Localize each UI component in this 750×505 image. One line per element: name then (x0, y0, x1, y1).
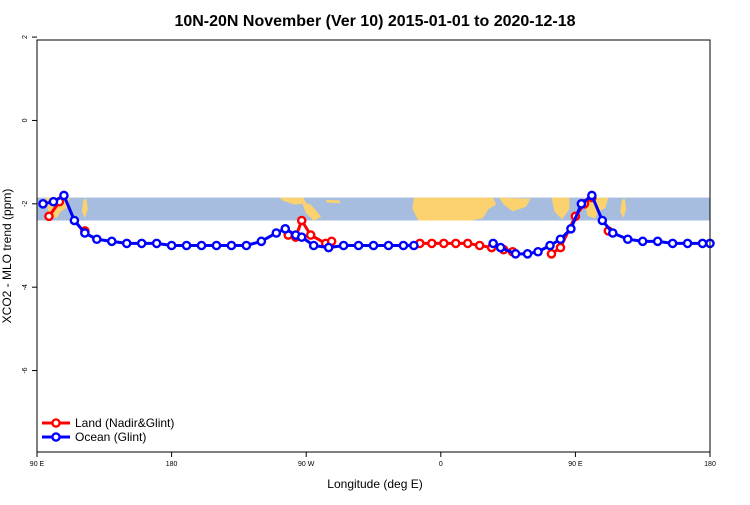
land-caribbean (325, 199, 341, 204)
ocean-point (211, 240, 222, 251)
ocean-point (106, 236, 117, 247)
ocean-point (607, 228, 618, 238)
ocean-point (59, 190, 69, 201)
legend: Land (Nadir&Glint)Ocean (Glint) (42, 416, 174, 444)
ocean-point (256, 236, 267, 247)
x-axis-label: Longitude (deg E) (327, 477, 422, 491)
ocean-point (166, 240, 177, 251)
ocean-point (136, 238, 147, 249)
ocean-point (151, 238, 162, 249)
ocean-point (368, 240, 379, 251)
land-central-america (301, 202, 322, 221)
ocean-point (597, 215, 608, 226)
ocean-point (48, 196, 59, 207)
ocean-point (587, 190, 597, 201)
x-tick-label: 90 E (568, 461, 583, 468)
ocean-point (545, 240, 555, 251)
ocean-point (697, 238, 708, 249)
ocean-point (409, 240, 419, 251)
ocean-series (38, 190, 715, 259)
x-tick-label: 90 W (298, 461, 315, 468)
chart-title: 10N-20N November (Ver 10) 2015-01-01 to … (174, 13, 575, 30)
series-layer (38, 190, 715, 259)
y-tick-label: 0 (22, 118, 29, 122)
land-point (462, 238, 473, 249)
land-india (551, 197, 570, 220)
ocean-point (196, 240, 207, 251)
ocean-point (667, 238, 678, 249)
y-axis: 2 0 -2 -4 -6 (22, 35, 37, 374)
ocean-point (555, 234, 566, 245)
legend-marker-ocean (51, 432, 61, 442)
land-africa (412, 197, 497, 221)
legend-item-ocean: Ocean (Glint) (42, 430, 146, 444)
land-point (44, 211, 54, 222)
x-axis: 90 E 180 90 W 0 90 E 180 (30, 452, 716, 468)
ocean-point (353, 240, 364, 251)
ocean-point (510, 249, 521, 259)
ocean-point (181, 240, 192, 251)
ocean-point (121, 238, 132, 249)
ocean-point (622, 234, 633, 245)
ocean-point (566, 224, 576, 234)
x-tick-label: 180 (704, 461, 716, 468)
ocean-point (338, 240, 349, 251)
land-point (555, 242, 566, 253)
ocean-point (652, 236, 663, 247)
ocean-point (495, 242, 506, 253)
world-map-band (37, 197, 710, 221)
ocean-point (296, 232, 307, 242)
x-tick-label: 180 (166, 461, 178, 468)
y-tick-label: -4 (22, 284, 29, 290)
legend-marker-land (51, 418, 61, 428)
land-point (474, 240, 485, 251)
ocean-point (226, 240, 237, 251)
land-point (296, 215, 307, 226)
ocean-point (533, 246, 543, 257)
land-series (44, 192, 614, 259)
legend-label-ocean: Ocean (Glint) (75, 430, 146, 444)
land-point (438, 238, 449, 249)
ocean-point (241, 240, 252, 251)
y-tick-label: -6 (22, 367, 29, 373)
land-mexico (279, 197, 307, 205)
ocean-point (280, 224, 291, 234)
ocean-point (80, 228, 90, 238)
ocean-point (271, 228, 282, 238)
y-tick-label: 2 (22, 35, 29, 39)
ocean-point (383, 240, 394, 251)
ocean-point (38, 199, 48, 209)
legend-item-land: Land (Nadir&Glint) (42, 416, 174, 430)
ocean-point (637, 236, 648, 247)
ocean-point (308, 240, 319, 251)
ocean-point (398, 240, 409, 251)
land-point (427, 238, 437, 249)
land-arabia (499, 197, 531, 212)
ocean-point (682, 238, 693, 249)
ocean-band (37, 197, 710, 221)
land-philippines (81, 198, 88, 219)
ocean-point (522, 249, 533, 259)
y-tick-label: -2 (22, 201, 29, 207)
land-philippines-east (620, 198, 627, 219)
x-tick-label: 0 (439, 461, 443, 468)
plot-frame (36, 39, 711, 453)
land-point (546, 249, 557, 259)
ocean-point (92, 234, 102, 245)
legend-label-land: Land (Nadir&Glint) (75, 416, 174, 430)
ocean-point (323, 242, 334, 253)
ocean-point (69, 215, 80, 226)
ocean-point (488, 238, 498, 249)
land-point (305, 230, 316, 240)
land-point (450, 238, 461, 249)
x-tick-label: 90 E (30, 461, 45, 468)
y-axis-label: XCO2 - MLO trend (ppm) (0, 189, 14, 324)
ocean-point (576, 199, 587, 209)
